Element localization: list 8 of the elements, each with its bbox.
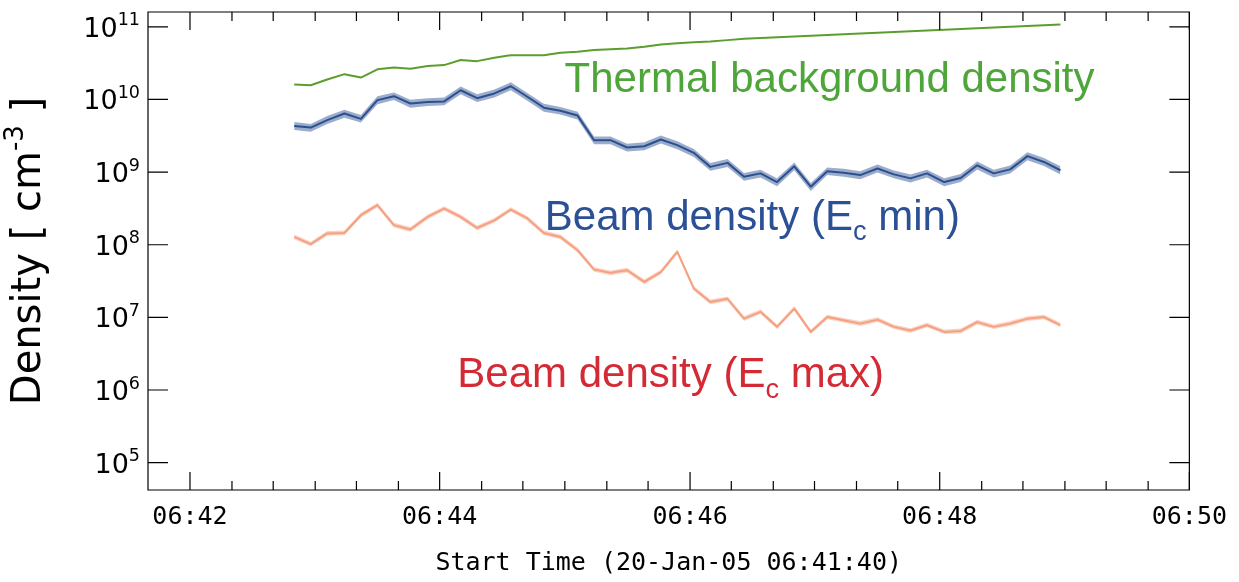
y-axis-title: Density [ cm-3 ] <box>0 96 49 406</box>
x-tick-label: 06:50 <box>1151 500 1227 530</box>
x-tick-label: 06:44 <box>402 500 478 530</box>
x-axis-title: Start Time (20-Jan-05 06:41:40) <box>435 547 902 576</box>
x-tick-label: 06:42 <box>152 500 228 530</box>
x-tick-label: 06:48 <box>902 500 978 530</box>
series-label: Thermal background density <box>564 53 1095 101</box>
x-tick-label: 06:46 <box>652 500 728 530</box>
